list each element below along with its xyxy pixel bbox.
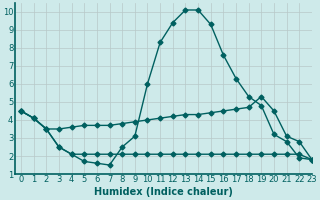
X-axis label: Humidex (Indice chaleur): Humidex (Indice chaleur) (94, 187, 233, 197)
